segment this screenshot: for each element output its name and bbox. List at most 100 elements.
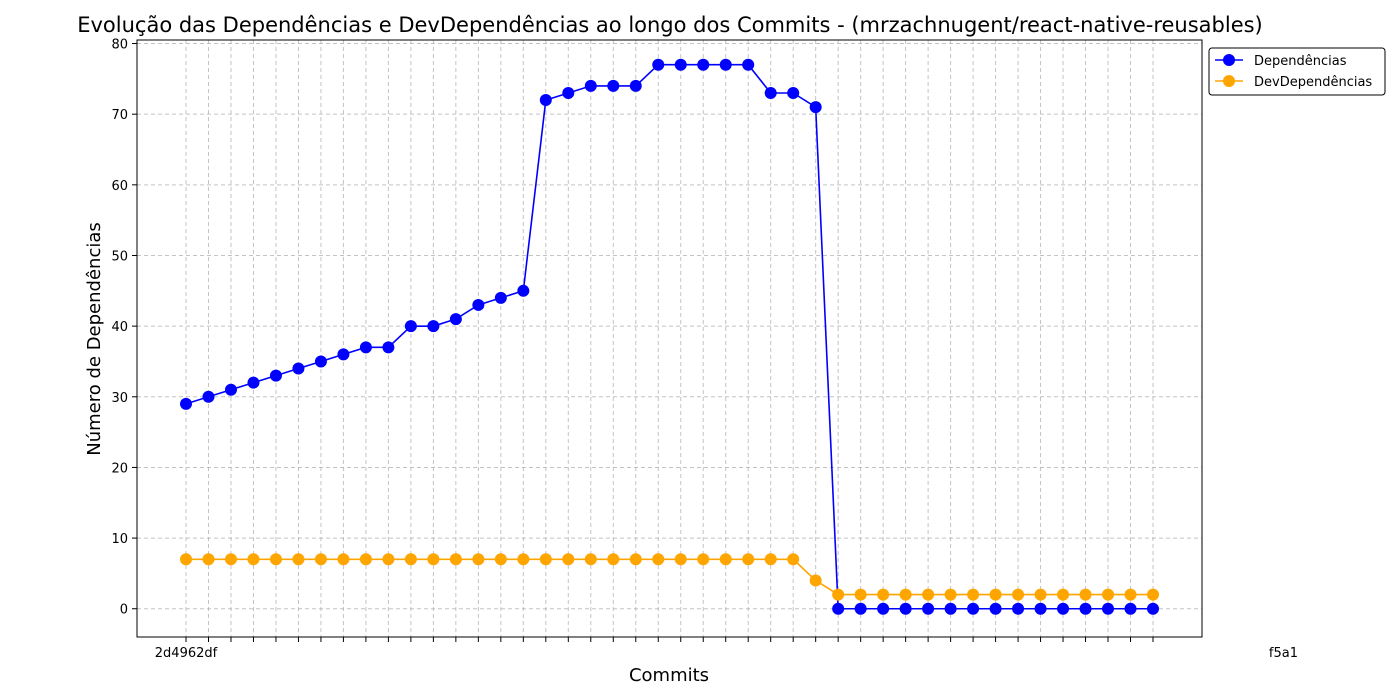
- data-point: [472, 298, 485, 311]
- data-point: [404, 553, 417, 566]
- y-tick-label: 50: [111, 249, 128, 264]
- data-point: [652, 58, 665, 71]
- data-point: [989, 602, 1002, 615]
- legend-marker: [1223, 75, 1235, 87]
- data-point: [1102, 588, 1115, 601]
- y-tick-label: 30: [111, 391, 128, 406]
- data-point: [180, 397, 192, 410]
- data-point: [314, 355, 327, 368]
- legend-label: DevDependências: [1254, 75, 1372, 90]
- data-point: [607, 553, 620, 566]
- y-tick-label: 80: [111, 38, 128, 53]
- data-point: [292, 362, 305, 375]
- data-point: [337, 553, 350, 566]
- data-point: [202, 390, 215, 403]
- data-point: [854, 602, 867, 615]
- data-point: [674, 553, 687, 566]
- data-point: [877, 588, 890, 601]
- data-point: [427, 320, 440, 333]
- data-point: [427, 553, 440, 566]
- series-line: [185, 63, 1153, 610]
- data-point: [854, 588, 867, 601]
- data-point: [944, 588, 957, 601]
- data-point: [517, 553, 530, 566]
- y-tick-label: 70: [111, 108, 128, 123]
- data-point: [607, 79, 620, 92]
- data-point: [922, 602, 935, 615]
- data-point: [382, 553, 395, 566]
- data-point: [809, 574, 822, 587]
- data-point: [944, 602, 957, 615]
- data-point: [472, 553, 485, 566]
- data-point: [562, 86, 575, 99]
- data-point: [359, 341, 372, 354]
- data-point: [494, 291, 507, 304]
- data-point: [697, 553, 710, 566]
- data-point: [584, 553, 597, 566]
- data-point: [697, 58, 710, 71]
- series-layer: [180, 58, 1159, 615]
- legend-item: Dependências: [1215, 54, 1347, 69]
- x-tick-label-last: f5a1: [1269, 646, 1298, 661]
- data-point: [404, 320, 417, 333]
- data-point: [899, 588, 912, 601]
- legend-box: [1208, 47, 1386, 96]
- data-point: [764, 553, 777, 566]
- data-point: [832, 588, 845, 601]
- data-point: [539, 553, 552, 566]
- data-point: [922, 588, 935, 601]
- data-point: [1147, 602, 1159, 615]
- data-point: [517, 284, 530, 297]
- data-point: [967, 588, 980, 601]
- grid-lines: [137, 40, 1202, 637]
- y-tick-label: 60: [111, 179, 128, 194]
- data-point: [629, 553, 642, 566]
- y-tick-label: 0: [120, 603, 128, 618]
- data-point: [292, 553, 305, 566]
- data-point: [719, 553, 732, 566]
- data-point: [314, 553, 327, 566]
- data-point: [1079, 588, 1092, 601]
- data-point: [1034, 588, 1047, 601]
- legend-label: Dependências: [1254, 54, 1347, 69]
- data-point: [629, 79, 642, 92]
- data-point: [1124, 588, 1137, 601]
- data-point: [180, 553, 192, 566]
- data-point: [494, 553, 507, 566]
- data-point: [967, 602, 980, 615]
- data-point: [247, 553, 260, 566]
- legend: Dependências DevDependências: [1208, 47, 1386, 96]
- data-point: [1012, 588, 1025, 601]
- data-point: [877, 602, 890, 615]
- y-axis-title: Número de Dependências: [84, 222, 105, 456]
- y-tick-label: 10: [111, 532, 128, 547]
- data-point: [584, 79, 597, 92]
- data-point: [562, 553, 575, 566]
- chart-title: Evolução das Dependências e DevDependênc…: [77, 13, 1263, 37]
- data-point: [269, 553, 282, 566]
- data-point: [382, 341, 395, 354]
- data-point: [202, 553, 215, 566]
- data-point: [1147, 588, 1159, 601]
- data-point: [764, 86, 777, 99]
- data-point: [224, 383, 237, 396]
- data-point: [1079, 602, 1092, 615]
- data-point: [1057, 602, 1070, 615]
- data-point: [742, 58, 755, 71]
- data-point: [359, 553, 372, 566]
- data-point: [989, 588, 1002, 601]
- data-point: [539, 94, 552, 107]
- y-tick-label: 40: [111, 320, 128, 335]
- data-point: [832, 602, 845, 615]
- x-axis-title: Commits: [629, 665, 709, 686]
- plot-frame: [136, 39, 1203, 638]
- y-tick-label: 20: [111, 461, 128, 476]
- data-point: [787, 553, 800, 566]
- data-point: [787, 86, 800, 99]
- data-point: [1012, 602, 1025, 615]
- data-point: [1124, 602, 1137, 615]
- data-point: [742, 553, 755, 566]
- axes: 0 10 20 30 40 50 60 70 80 2d4962df f5a1: [111, 38, 1298, 661]
- data-point: [1057, 588, 1070, 601]
